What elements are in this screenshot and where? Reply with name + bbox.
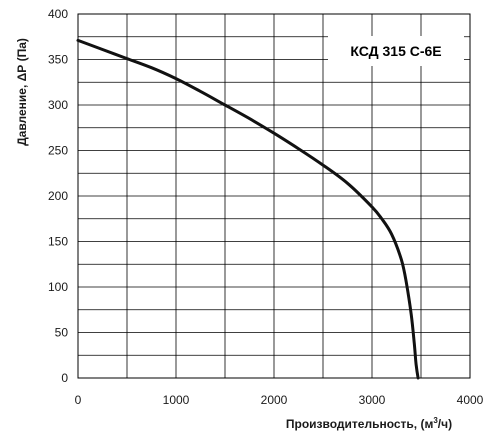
grid	[77, 13, 471, 379]
y-tick-label: 0	[61, 371, 68, 385]
y-axis-title: Давление, ΔР (Па)	[15, 38, 29, 146]
x-tick-label: 3000	[359, 393, 386, 407]
x-tick-label: 1000	[163, 393, 190, 407]
x-axis-title: Производительность, (м3/ч)	[286, 416, 452, 431]
x-tick-label: 0	[75, 393, 82, 407]
y-tick-label: 50	[55, 326, 69, 340]
x-axis-title-tail: /ч)	[438, 417, 452, 431]
x-tick-label: 2000	[261, 393, 288, 407]
tick-labels: 0 1000 2000 3000 4000 0 50 100 150 200 250 300 350 40…	[48, 7, 484, 407]
pressure-curve	[76, 38, 420, 380]
y-tick-label: 150	[48, 235, 68, 249]
y-tick-label: 100	[48, 280, 68, 294]
y-tick-label: 300	[48, 98, 68, 112]
y-tick-label: 350	[48, 53, 68, 67]
plot-frame	[77, 13, 471, 379]
model-label: КСД 315 С-6Е	[350, 43, 441, 59]
y-tick-label: 200	[48, 189, 68, 203]
y-tick-label: 400	[48, 7, 68, 21]
x-axis-title-sup: 3	[433, 416, 438, 425]
model-label-box	[328, 36, 464, 66]
y-tick-label: 250	[48, 144, 68, 158]
x-tick-label: 4000	[457, 393, 484, 407]
x-axis-title-main: Производительность, (м	[286, 417, 434, 431]
